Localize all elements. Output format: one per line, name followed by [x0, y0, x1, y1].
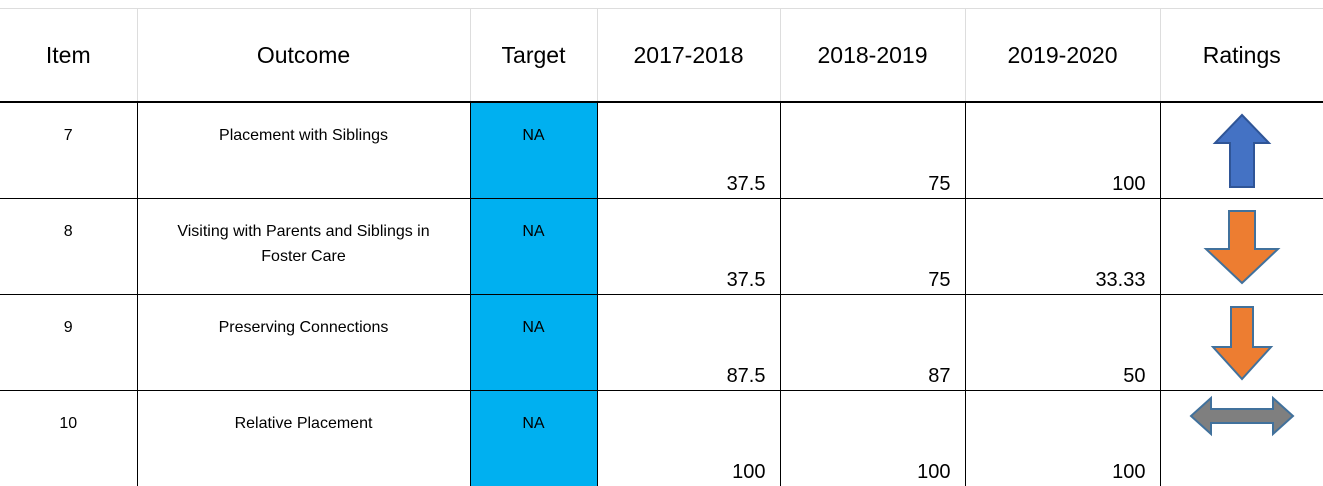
down-arrow: [1207, 303, 1277, 383]
double-arrow: [1187, 394, 1297, 454]
header-cell: 2019-2020: [965, 9, 1160, 103]
outcome-cell: Relative Placement: [137, 391, 470, 486]
row: 10 Relative Placement NA 100 100 100: [0, 391, 1323, 486]
value-cell: 87.5: [597, 295, 780, 391]
row: 8 Visiting with Parents and Siblings in …: [0, 199, 1323, 295]
value-cell: 33.33: [965, 199, 1160, 295]
header-cell: Item: [0, 9, 137, 103]
target-cell: NA: [470, 295, 597, 391]
rating-cell: [1160, 391, 1323, 486]
value-cell: 100: [965, 102, 1160, 199]
value-cell: 75: [780, 102, 965, 199]
page: Item Outcome Target 2017-2018 2018-2019 …: [0, 8, 1323, 486]
item-cell: 10: [0, 391, 137, 486]
header-cell: Ratings: [1160, 9, 1323, 103]
outcome-cell: Visiting with Parents and Siblings in Fo…: [137, 199, 470, 295]
header-cell: 2018-2019: [780, 9, 965, 103]
header-row: Item Outcome Target 2017-2018 2018-2019 …: [0, 9, 1323, 103]
target-cell: NA: [470, 391, 597, 486]
target-cell: NA: [470, 102, 597, 199]
rating-cell: [1160, 102, 1323, 199]
up-arrow: [1207, 111, 1277, 191]
header-cell: Outcome: [137, 9, 470, 103]
value-cell: 100: [597, 391, 780, 486]
rating-cell: [1160, 295, 1323, 391]
header-cell: Target: [470, 9, 597, 103]
row: 7 Placement with Siblings NA 37.5 75 100: [0, 102, 1323, 199]
value-cell: 37.5: [597, 102, 780, 199]
value-cell: 50: [965, 295, 1160, 391]
outcome-cell: Preserving Connections: [137, 295, 470, 391]
row: 9 Preserving Connections NA 87.5 87 50: [0, 295, 1323, 391]
value-cell: 100: [965, 391, 1160, 486]
value-cell: 100: [780, 391, 965, 486]
value-cell: 75: [780, 199, 965, 295]
target-cell: NA: [470, 199, 597, 295]
outcomes-table: Item Outcome Target 2017-2018 2018-2019 …: [0, 8, 1323, 486]
item-cell: 7: [0, 102, 137, 199]
value-cell: 87: [780, 295, 965, 391]
outcome-cell: Placement with Siblings: [137, 102, 470, 199]
item-cell: 8: [0, 199, 137, 295]
rating-cell: [1160, 199, 1323, 295]
value-cell: 37.5: [597, 199, 780, 295]
item-cell: 9: [0, 295, 137, 391]
down-arrow: [1202, 207, 1282, 287]
header-cell: 2017-2018: [597, 9, 780, 103]
